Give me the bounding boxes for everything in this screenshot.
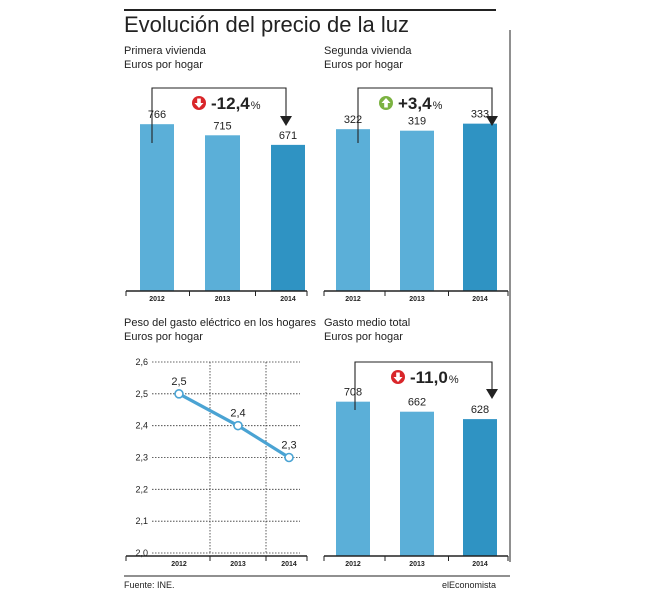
x-tick-label: 2012 xyxy=(345,296,361,303)
source-note: Fuente: INE. xyxy=(124,580,175,590)
chart-subtitle: Euros por hogar xyxy=(124,331,203,343)
bar-value-label: 708 xyxy=(344,387,362,399)
chart-subtitle: Euros por hogar xyxy=(124,59,203,71)
arrow-glyph xyxy=(393,372,403,382)
bar-value-label: 628 xyxy=(471,404,489,416)
bar-value-label: 322 xyxy=(344,114,362,126)
bar-2012 xyxy=(336,401,370,556)
bar-value-label: 662 xyxy=(408,397,426,409)
page-title: Evolución del precio de la luz xyxy=(124,12,409,37)
change-bracket xyxy=(357,87,493,143)
point-value-label: 2,3 xyxy=(281,440,296,452)
x-tick-label: 2012 xyxy=(171,561,187,568)
change-value: -12,4 xyxy=(211,94,250,113)
change-value: -11,0 xyxy=(410,368,448,387)
line-point-2013 xyxy=(233,420,243,431)
x-tick-label: 2013 xyxy=(215,296,231,303)
chart-title: Segunda vivienda xyxy=(324,45,412,57)
bar-2014 xyxy=(271,144,305,291)
x-tick-label: 2013 xyxy=(230,561,246,568)
y-tick-label: 2,4 xyxy=(135,421,148,431)
x-tick-label: 2012 xyxy=(345,561,361,568)
chart-title: Primera vivienda xyxy=(124,45,206,57)
bar-2013 xyxy=(400,130,434,291)
change-value: +3,4 xyxy=(398,94,432,113)
bar-value-label: 671 xyxy=(279,130,297,142)
y-tick-label: 2,6 xyxy=(135,357,148,367)
bar-2014 xyxy=(463,123,497,292)
chart-subtitle: Euros por hogar xyxy=(324,331,403,343)
x-tick-label: 2013 xyxy=(409,296,425,303)
bracket-arrow-icon xyxy=(486,116,498,126)
panel-title-gasto: Gasto medio total Euros por hogar xyxy=(324,316,410,344)
x-tick-label: 2012 xyxy=(149,296,165,303)
bar-2012 xyxy=(336,129,370,291)
line-point-2014 xyxy=(284,452,294,463)
chart-title: Peso del gasto eléctrico en los hogares xyxy=(124,317,317,329)
change-bracket xyxy=(354,361,493,410)
brand-logo: elEconomista xyxy=(441,580,496,590)
bar-2014 xyxy=(463,419,497,556)
change-bracket xyxy=(151,87,287,143)
chart-subtitle: Euros por hogar xyxy=(324,59,403,71)
bracket-arrow-icon xyxy=(280,116,292,126)
chart-title: Gasto medio total xyxy=(324,317,411,329)
y-tick-label: 2,1 xyxy=(135,516,148,526)
bracket-arrow-icon xyxy=(486,389,498,399)
x-tick-label: 2014 xyxy=(280,296,296,303)
x-tick-label: 2013 xyxy=(409,561,425,568)
bar-2013 xyxy=(205,135,240,291)
y-tick-label: 2,5 xyxy=(135,389,148,399)
x-tick-label: 2014 xyxy=(472,296,488,303)
panel-title-primera: Primera vivienda Euros por hogar xyxy=(124,44,206,72)
change-unit: % xyxy=(433,100,443,112)
bar-value-label: 319 xyxy=(408,116,426,128)
arrow-glyph xyxy=(381,98,391,108)
title-rule xyxy=(124,9,496,11)
line-point-2012 xyxy=(174,389,184,399)
bar-2012 xyxy=(140,124,174,291)
arrow-glyph xyxy=(194,98,204,108)
x-tick-label: 2014 xyxy=(281,561,297,568)
panel-title-peso: Peso del gasto eléctrico en los hogares … xyxy=(124,316,316,344)
change-unit: % xyxy=(449,374,459,386)
y-tick-label: 2,3 xyxy=(135,453,148,463)
change-unit: % xyxy=(251,100,261,112)
bar-value-label: 766 xyxy=(148,109,166,121)
bar-2013 xyxy=(400,411,434,556)
point-value-label: 2,4 xyxy=(230,408,245,420)
y-tick-label: 2,0 xyxy=(135,548,148,558)
y-tick-label: 2,2 xyxy=(135,484,148,494)
bar-value-label: 715 xyxy=(213,120,231,132)
bar-value-label: 333 xyxy=(471,109,489,121)
x-tick-label: 2014 xyxy=(472,561,488,568)
panel-title-segunda: Segunda vivienda Euros por hogar xyxy=(324,44,411,72)
point-value-label: 2,5 xyxy=(171,376,186,388)
